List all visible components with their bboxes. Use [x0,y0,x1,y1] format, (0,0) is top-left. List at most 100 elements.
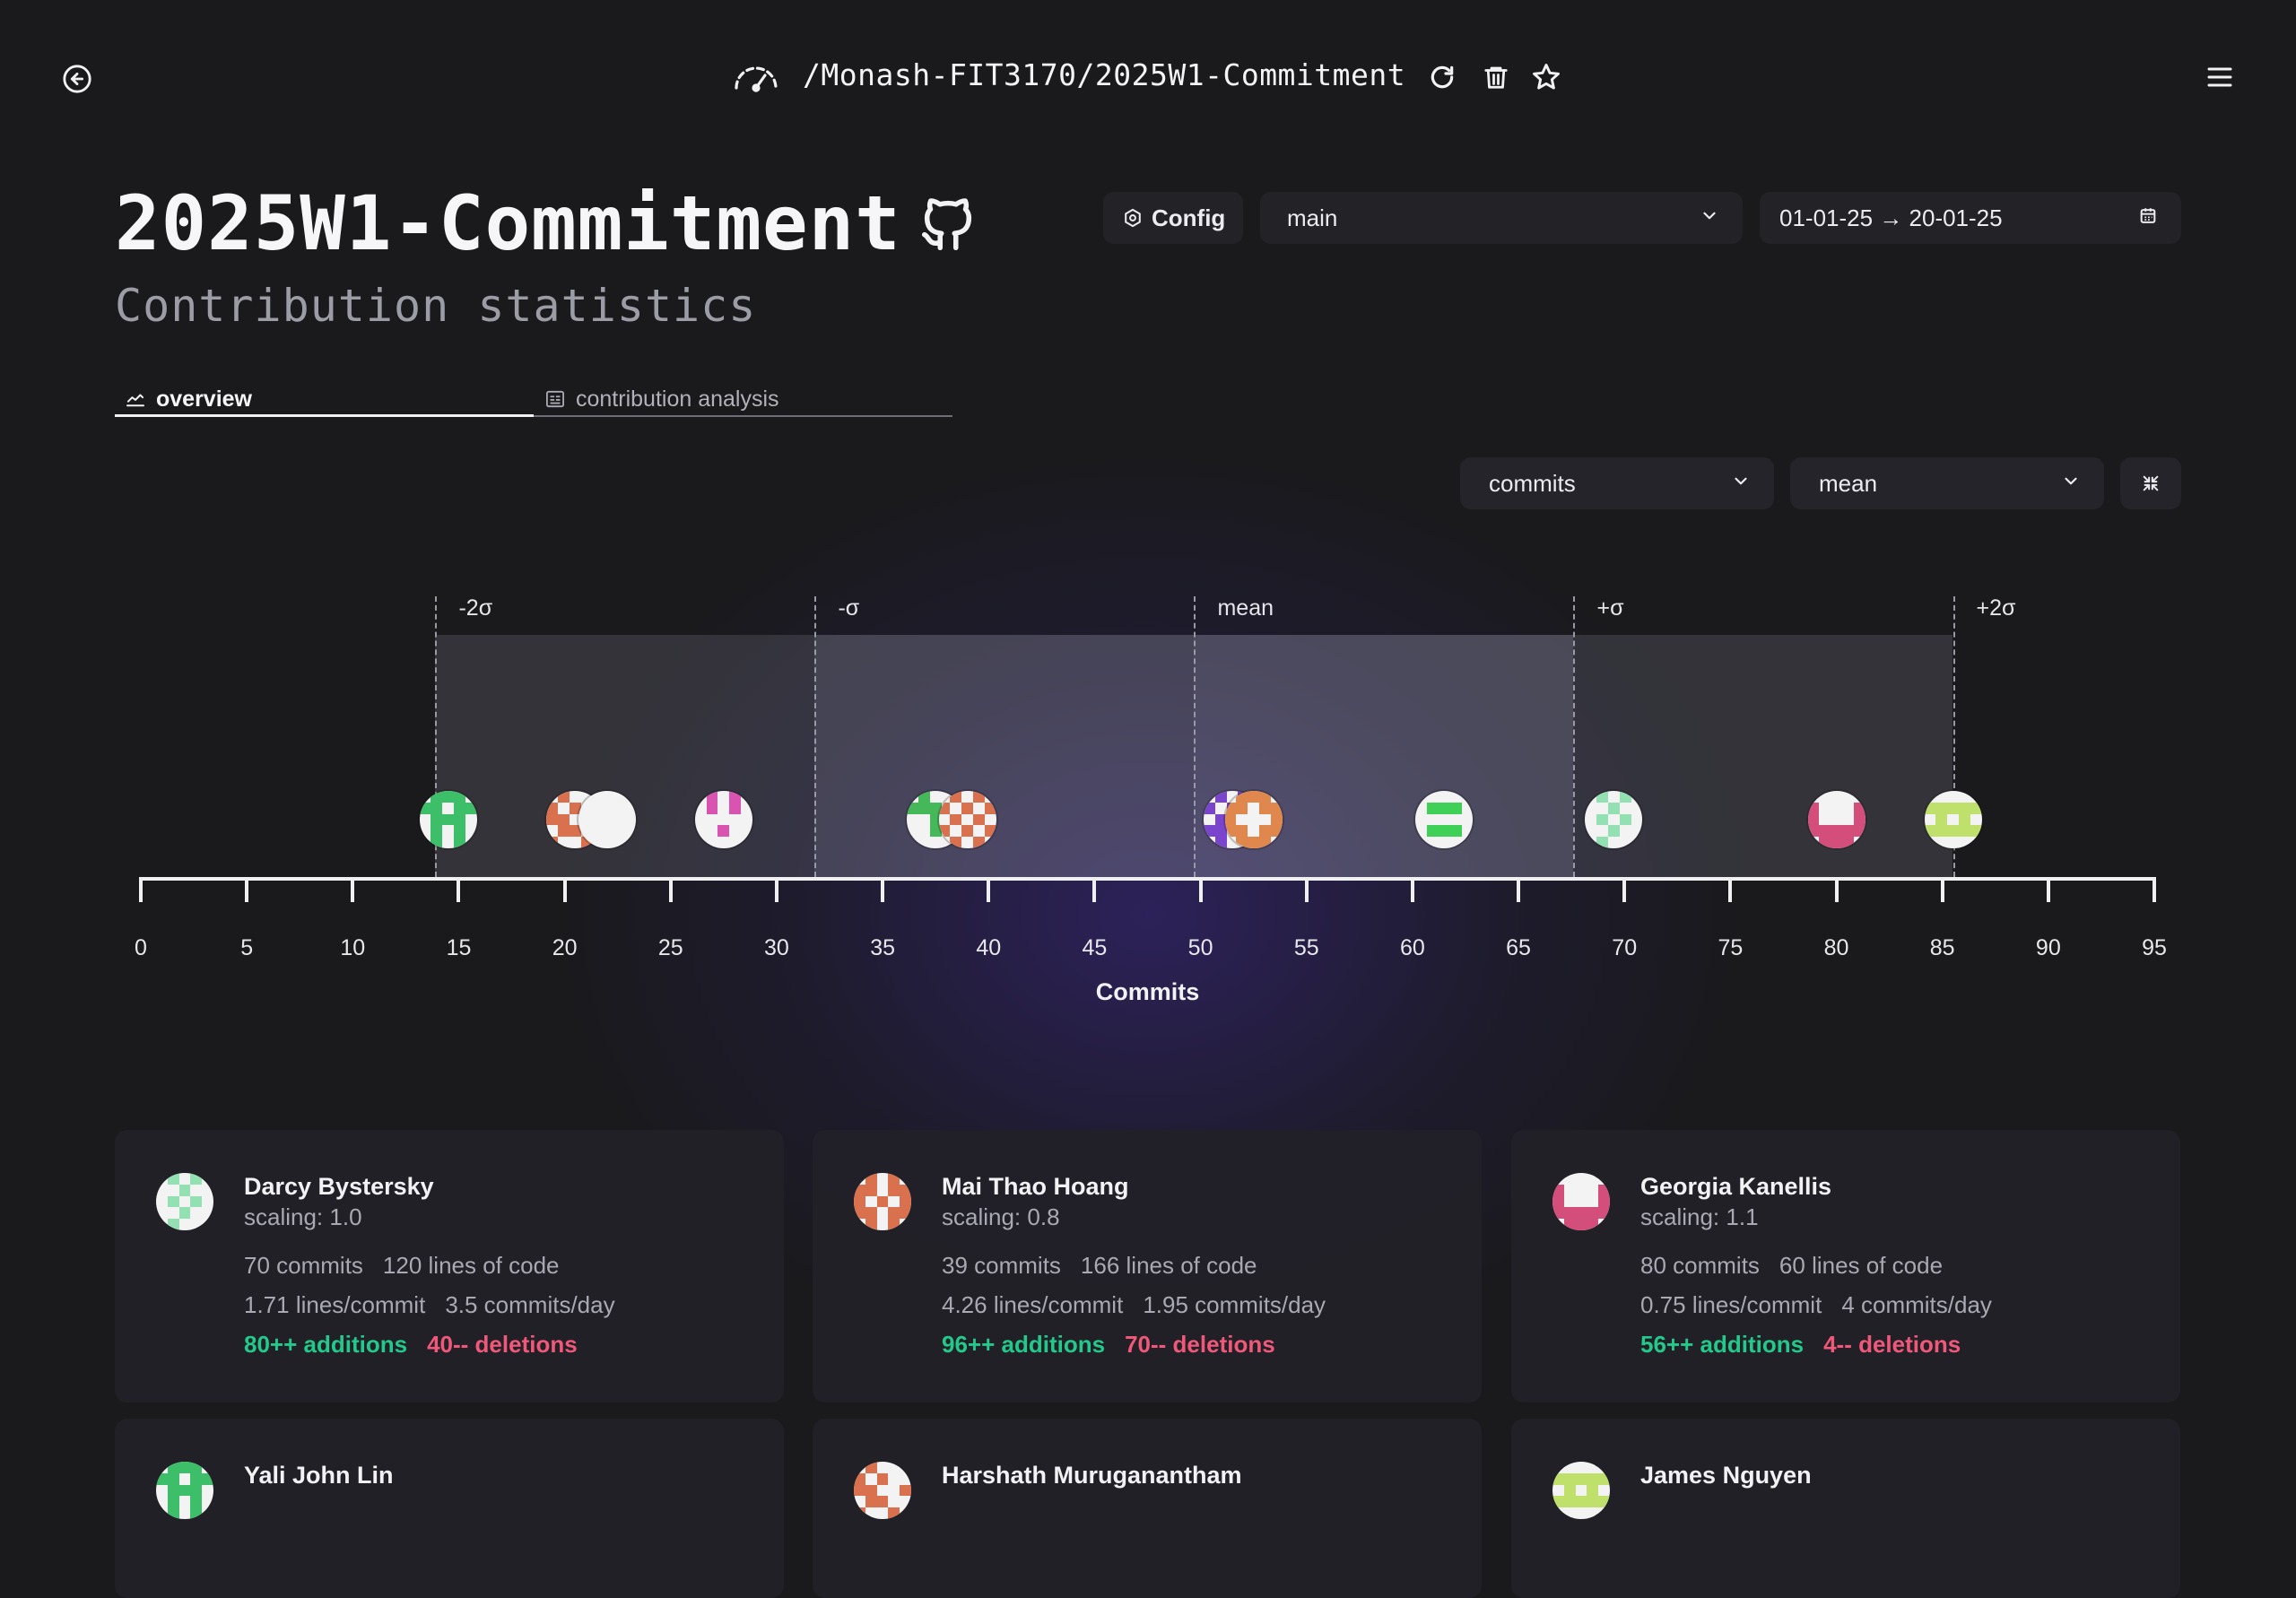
x-axis-tick [1410,877,1414,902]
chevron-down-icon [2061,470,2081,498]
avatar [156,1173,213,1230]
refresh-icon[interactable] [1426,61,1458,93]
star-icon[interactable] [1529,60,1563,94]
avatar [156,1462,213,1519]
sigma-label: -σ [838,595,860,621]
additions-count: 80++ additions [244,1331,408,1358]
date-range-picker[interactable]: 01-01-25 → 20-01-25 [1760,192,2181,244]
contributor-card[interactable]: James Nguyen [1511,1419,2180,1598]
contributor-point-avatar[interactable] [1204,791,1262,848]
sigma-line [1573,596,1576,877]
top-bar: /Monash-FIT3170/2025W1-Commitment [0,0,2296,152]
chevron-down-icon [1700,204,1719,232]
collapse-button[interactable] [2120,457,2181,509]
contributor-name: Darcy Bystersky [244,1173,434,1200]
x-tick-label: 65 [1506,935,1531,960]
contributor-name: Yali John Lin [244,1462,394,1489]
contributor-point-avatar[interactable] [419,791,477,848]
contributor-point-avatar[interactable] [694,791,752,848]
contributor-name: Georgia Kanellis [1640,1173,1832,1200]
x-axis-tick [1304,877,1309,902]
github-icon[interactable] [917,190,979,258]
chart-line-icon [126,391,145,407]
branch-select[interactable]: main [1260,192,1743,244]
x-axis-tick [351,877,355,902]
chevron-down-icon [1731,470,1751,498]
contributor-point-avatar[interactable] [907,791,965,848]
sigma-band [1194,635,1574,877]
x-axis-tick [1092,877,1097,902]
repo-path: /Monash-FIT3170/2025W1-Commitment [803,57,1406,92]
contributor-card[interactable]: Harshath Muruganantham [813,1419,1482,1598]
contributor-point-avatar[interactable] [1924,791,1982,848]
contributor-name: Harshath Muruganantham [942,1462,1242,1489]
gauge-logo-icon[interactable] [731,59,781,95]
x-tick-label: 95 [2142,935,2167,960]
config-button[interactable]: Config [1103,192,1243,244]
x-axis-tick [1834,877,1839,902]
x-axis-tick [1940,877,1944,902]
sigma-band [435,635,815,877]
sigma-band [814,635,1195,877]
contributor-point-avatar[interactable] [578,791,636,848]
contributor-card[interactable]: Yali John Lin [115,1419,784,1598]
x-tick-label: 60 [1399,935,1425,960]
x-axis-tick [2152,877,2156,902]
contributor-point-avatar[interactable] [546,791,604,848]
metric-select[interactable]: commits [1460,457,1774,509]
stats-row: 96++ additions 70-- deletions [942,1331,1295,1359]
x-axis-tick [1198,877,1203,902]
commit-count: 39 commits [942,1252,1061,1279]
contributor-card[interactable]: Mai Thao Hoang scaling: 0.8 39 commits 166 … [813,1130,1482,1403]
contributor-point-avatar[interactable] [1807,791,1866,848]
avatar [854,1173,911,1230]
x-axis-tick [245,877,249,902]
aggregation-select[interactable]: mean [1790,457,2104,509]
x-axis-tick [881,877,885,902]
contributor-name: James Nguyen [1640,1462,1812,1489]
commit-count: 70 commits [244,1252,363,1279]
sigma-band [1573,635,1953,877]
avatar [1552,1462,1610,1519]
lines-per-commit: 1.71 lines/commit [244,1291,426,1318]
tab-contribution-analysis[interactable]: contribution analysis [545,380,949,418]
avatar [1552,1173,1610,1230]
sigma-label: +2σ [1976,595,2016,621]
x-tick-label: 10 [340,935,366,960]
stats-row: 1.71 lines/commit 3.5 commits/day [244,1291,635,1319]
x-tick-label: 45 [1082,935,1108,960]
x-tick-label: 75 [1718,935,1744,960]
contributor-point-avatar[interactable] [938,791,996,848]
x-tick-label: 40 [976,935,1002,960]
x-tick-label: 5 [240,935,254,960]
tab-overview[interactable]: overview [126,380,529,418]
branch-value: main [1287,204,1338,231]
contributor-scaling: scaling: 1.0 [244,1203,362,1230]
contributor-point-avatar[interactable] [1224,791,1283,848]
sigma-label: +σ [1596,595,1624,621]
sigma-label: mean [1217,595,1274,621]
x-tick-label: 30 [764,935,789,960]
x-axis-tick [1517,877,1521,902]
trash-icon[interactable] [1480,61,1512,93]
x-axis-line [139,877,2156,881]
contributor-scaling: scaling: 0.8 [942,1203,1060,1230]
calendar-icon [2138,204,2158,232]
settings-icon [1123,208,1143,228]
contributor-point-avatar[interactable] [1585,791,1643,848]
back-arrow-icon[interactable] [59,61,95,97]
metric-value: commits [1489,469,1576,497]
contributor-card[interactable]: Georgia Kanellis scaling: 1.1 80 commits 60… [1511,1130,2180,1403]
x-axis-tick [987,877,991,902]
x-axis-tick [139,877,143,902]
sigma-line [1194,596,1196,877]
sigma-line [435,596,438,877]
stats-row: 39 commits 166 lines of code [942,1252,1277,1280]
config-label: Config [1152,204,1226,231]
x-tick-label: 35 [870,935,895,960]
hamburger-menu-icon[interactable] [2202,61,2238,93]
contributor-point-avatar[interactable] [1415,791,1474,848]
stats-row: 70 commits 120 lines of code [244,1252,579,1280]
contributor-card[interactable]: Darcy Bystersky scaling: 1.0 70 commits 120… [115,1130,784,1403]
x-axis-tick [774,877,778,902]
